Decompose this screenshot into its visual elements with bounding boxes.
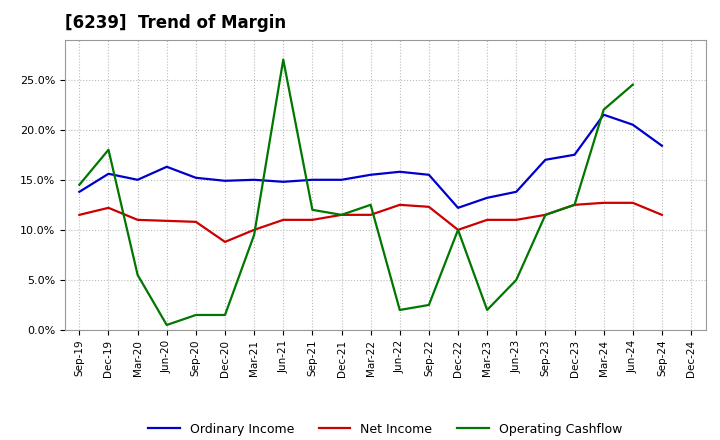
Ordinary Income (599, 112, 608, 117)
Net Income (395, 202, 404, 208)
Ordinary Income (75, 189, 84, 194)
Ordinary Income (483, 195, 492, 201)
Operating Cashflow (163, 323, 171, 328)
Line: Operating Cashflow: Operating Cashflow (79, 60, 633, 325)
Legend: Ordinary Income, Net Income, Operating Cashflow: Ordinary Income, Net Income, Operating C… (143, 418, 627, 440)
Net Income (250, 227, 258, 232)
Ordinary Income (308, 177, 317, 183)
Net Income (133, 217, 142, 223)
Ordinary Income (395, 169, 404, 174)
Ordinary Income (629, 122, 637, 127)
Operating Cashflow (308, 207, 317, 213)
Operating Cashflow (220, 312, 229, 318)
Net Income (220, 239, 229, 245)
Net Income (570, 202, 579, 208)
Line: Ordinary Income: Ordinary Income (79, 115, 662, 208)
Net Income (192, 219, 200, 224)
Net Income (337, 212, 346, 217)
Ordinary Income (570, 152, 579, 158)
Operating Cashflow (483, 307, 492, 312)
Ordinary Income (104, 171, 113, 176)
Operating Cashflow (104, 147, 113, 152)
Net Income (629, 200, 637, 205)
Operating Cashflow (629, 82, 637, 87)
Operating Cashflow (425, 302, 433, 308)
Net Income (541, 212, 550, 217)
Net Income (425, 204, 433, 209)
Operating Cashflow (512, 277, 521, 282)
Ordinary Income (337, 177, 346, 183)
Ordinary Income (133, 177, 142, 183)
Ordinary Income (279, 179, 287, 184)
Net Income (512, 217, 521, 223)
Operating Cashflow (366, 202, 375, 208)
Operating Cashflow (570, 202, 579, 208)
Operating Cashflow (395, 307, 404, 312)
Operating Cashflow (133, 272, 142, 278)
Operating Cashflow (75, 182, 84, 187)
Operating Cashflow (541, 212, 550, 217)
Ordinary Income (192, 175, 200, 180)
Ordinary Income (250, 177, 258, 183)
Net Income (279, 217, 287, 223)
Operating Cashflow (279, 57, 287, 62)
Net Income (104, 205, 113, 210)
Ordinary Income (163, 164, 171, 169)
Ordinary Income (657, 143, 666, 148)
Net Income (483, 217, 492, 223)
Net Income (599, 200, 608, 205)
Net Income (163, 218, 171, 224)
Ordinary Income (366, 172, 375, 177)
Ordinary Income (454, 205, 462, 210)
Operating Cashflow (192, 312, 200, 318)
Operating Cashflow (454, 227, 462, 232)
Ordinary Income (220, 178, 229, 183)
Net Income (308, 217, 317, 223)
Net Income (454, 227, 462, 232)
Ordinary Income (512, 189, 521, 194)
Operating Cashflow (337, 212, 346, 217)
Text: [6239]  Trend of Margin: [6239] Trend of Margin (65, 15, 286, 33)
Ordinary Income (541, 157, 550, 162)
Operating Cashflow (250, 232, 258, 238)
Net Income (75, 212, 84, 217)
Operating Cashflow (599, 107, 608, 112)
Net Income (657, 212, 666, 217)
Net Income (366, 212, 375, 217)
Line: Net Income: Net Income (79, 203, 662, 242)
Ordinary Income (425, 172, 433, 177)
